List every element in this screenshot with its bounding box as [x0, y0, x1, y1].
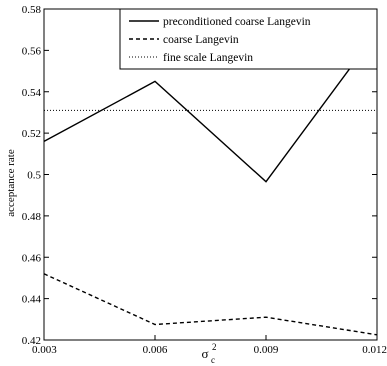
x-axis-label-superscript: 2 [212, 342, 217, 352]
x-tick-label: 0.003 [32, 344, 57, 356]
y-tick-label: 0.48 [22, 211, 42, 223]
legend-label-preconditioned: preconditioned coarse Langevin [163, 16, 311, 28]
legend-box [119, 8, 378, 70]
y-axis-label: acceptance rate [5, 149, 17, 217]
y-tick-label: 0.52 [22, 128, 41, 140]
ticks-layer: 0.42 0.44 0.46 0.48 0.5 0.52 0.54 0.56 0.58 0.003… [22, 4, 387, 356]
x-axis-label-base: σ [201, 346, 208, 361]
legend: preconditioned coarse Langevin coarse La… [119, 8, 378, 70]
legend-label-fine-scale: fine scale Langevin [163, 52, 253, 64]
y-tick-label: 0.42 [22, 335, 41, 347]
x-tick-label: 0.006 [143, 344, 168, 356]
x-axis-label: σ 2 c [201, 342, 216, 365]
series-layer [43, 31, 378, 336]
x-axis-label-subscript: c [211, 355, 215, 365]
y-tick-label: 0.5 [27, 170, 41, 182]
series-line-1 [43, 273, 378, 336]
legend-label-coarse: coarse Langevin [163, 34, 239, 46]
y-tick-label: 0.58 [22, 4, 42, 16]
y-tick-label: 0.54 [22, 87, 42, 99]
y-tick-label: 0.56 [22, 45, 42, 57]
x-tick-label: 0.009 [254, 344, 279, 356]
x-tick-label: 0.012 [362, 344, 387, 356]
y-tick-label: 0.44 [22, 294, 42, 306]
series-line-0 [43, 31, 378, 183]
y-tick-label: 0.46 [22, 252, 42, 264]
